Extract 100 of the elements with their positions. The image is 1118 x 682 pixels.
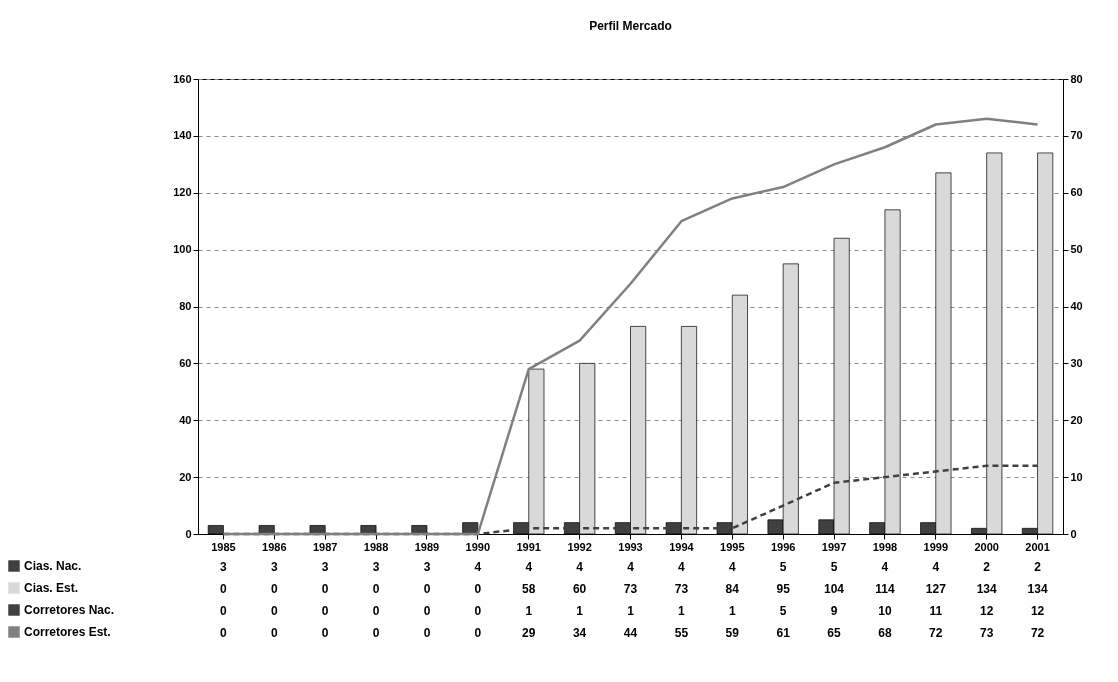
data-label: 0	[423, 604, 431, 618]
data-label: 0	[372, 626, 380, 640]
x-tick-label: 1985	[211, 540, 236, 553]
data-label: 0	[270, 604, 278, 618]
data-label: 1	[627, 604, 635, 618]
data-label: 134	[976, 582, 998, 596]
data-label: 0	[321, 626, 329, 640]
x-tick-label: 1997	[821, 540, 847, 553]
y-tick-label: 160	[173, 72, 192, 85]
y2-tick-label: 50	[1070, 243, 1083, 256]
data-label: 4	[881, 560, 889, 574]
data-label: 3	[423, 560, 431, 574]
data-label: 0	[321, 604, 329, 618]
data-label: 60	[572, 582, 587, 596]
data-label: 4	[474, 560, 482, 574]
x-tick-label: 1996	[770, 540, 796, 553]
data-label: 58	[522, 582, 536, 596]
y2-tick-label: 80	[1070, 72, 1083, 85]
data-label: 61	[776, 626, 791, 640]
y-tick-label: 100	[173, 243, 192, 256]
x-tick-label: 2001	[1025, 540, 1050, 553]
data-label: 73	[980, 626, 994, 640]
y2-tick-label: 0	[1070, 527, 1077, 540]
data-label: 0	[474, 604, 482, 618]
chart-title: Perfil Mercado	[589, 19, 672, 33]
y-tick-label: 0	[185, 527, 192, 540]
data-label: 0	[270, 626, 278, 640]
data-label: 5	[779, 604, 787, 618]
legend-label: Cias. Nac.	[24, 559, 82, 573]
data-label: 0	[372, 582, 380, 596]
data-label: 2	[1034, 560, 1042, 574]
data-label: 68	[878, 626, 892, 640]
y2-tick-label: 40	[1070, 300, 1083, 312]
data-label: 55	[674, 626, 689, 640]
y2-tick-label: 10	[1070, 470, 1083, 483]
data-label: 2	[983, 560, 991, 574]
data-label: 0	[220, 582, 228, 596]
x-tick-label: 1994	[669, 540, 695, 553]
data-label: 4	[525, 560, 533, 574]
y-tick-label: 60	[179, 356, 192, 369]
bar	[462, 522, 479, 535]
data-label: 0	[321, 582, 329, 596]
legend-label: Corretores Est.	[24, 625, 111, 639]
data-label: 127	[925, 582, 947, 596]
data-label: 9	[830, 604, 838, 618]
data-label: 3	[270, 560, 278, 574]
data-label: 34	[572, 626, 587, 640]
data-label: 0	[372, 604, 380, 618]
data-label: 4	[576, 560, 584, 574]
x-tick-label: 1990	[465, 540, 491, 553]
data-label: 0	[423, 582, 431, 596]
data-label: 1	[576, 604, 584, 618]
x-tick-label: 1999	[923, 540, 949, 553]
data-label: 73	[623, 582, 638, 596]
data-label: 65	[827, 626, 842, 640]
data-label: 0	[474, 626, 482, 640]
y-tick-label: 140	[173, 129, 192, 142]
y2-tick-label: 30	[1070, 356, 1083, 369]
data-label: 11	[929, 604, 943, 618]
y2-tick-label: 70	[1070, 129, 1083, 142]
data-label: 44	[623, 626, 638, 640]
data-label: 12	[980, 604, 994, 618]
data-label: 3	[321, 560, 329, 574]
data-label: 0	[220, 626, 228, 640]
data-label: 1	[678, 604, 686, 618]
x-tick-label: 1991	[516, 540, 541, 553]
y-tick-label: 120	[173, 186, 192, 199]
x-tick-label: 1986	[262, 540, 287, 553]
data-label: 5	[779, 560, 787, 574]
y-tick-label: 80	[179, 300, 192, 312]
data-label: 84	[725, 582, 740, 596]
data-label: 0	[423, 626, 431, 640]
data-label: 4	[678, 560, 686, 574]
y2-tick-label: 60	[1070, 186, 1083, 199]
x-tick-label: 1998	[872, 540, 898, 553]
data-label: 1	[525, 604, 533, 618]
y-tick-label: 20	[179, 470, 192, 483]
legend-label: Cias. Est.	[24, 581, 79, 595]
y-tick-label: 40	[179, 413, 192, 426]
data-label: 3	[220, 560, 228, 574]
data-label: 4	[728, 560, 736, 574]
data-label: 29	[522, 626, 536, 640]
data-label: 59	[725, 626, 740, 640]
data-label: 95	[776, 582, 791, 596]
data-label: 3	[372, 560, 380, 574]
data-label: 72	[929, 626, 943, 640]
x-tick-label: 2000	[974, 540, 999, 553]
data-label: 114	[875, 582, 895, 596]
data-label: 10	[878, 604, 892, 618]
x-tick-label: 1987	[312, 540, 338, 553]
data-label: 4	[627, 560, 635, 574]
data-label: 12	[1030, 604, 1045, 618]
data-label: 5	[830, 560, 838, 574]
data-label: 72	[1030, 626, 1045, 640]
data-label: 0	[220, 604, 228, 618]
x-tick-label: 1993	[618, 540, 643, 553]
data-label: 0	[270, 582, 278, 596]
x-tick-label: 1992	[567, 540, 592, 553]
data-label: 73	[674, 582, 689, 596]
data-label: 1	[728, 604, 736, 618]
